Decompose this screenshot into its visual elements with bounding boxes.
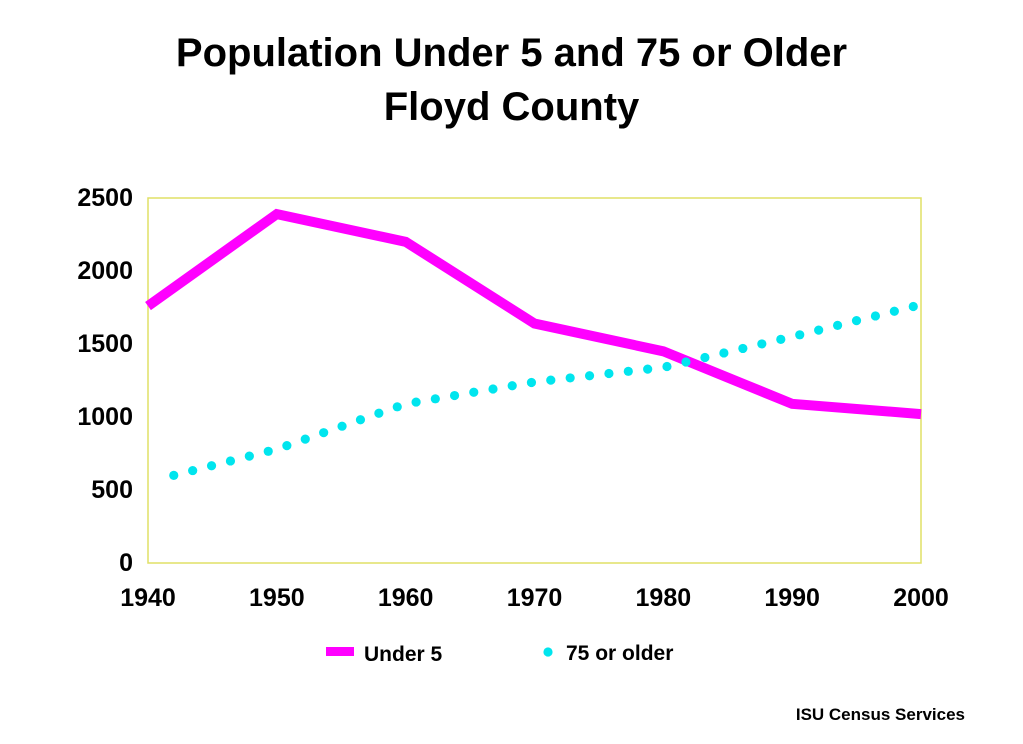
y-tick-label: 2500 (77, 184, 133, 212)
y-tick-label: 2000 (77, 257, 133, 285)
series-line-75-or-older (169, 301, 918, 480)
series-dot (488, 384, 498, 394)
y-tick-label: 1500 (77, 330, 133, 358)
series-dot (392, 402, 402, 412)
series-dot (206, 461, 217, 471)
legend-swatch-75-or-older (543, 647, 553, 657)
series-dot (814, 325, 824, 335)
series-dot (300, 434, 310, 444)
series-dot (795, 330, 805, 340)
series-dot (643, 364, 653, 374)
series-dot (319, 428, 329, 438)
source-credit: ISU Census Services (795, 705, 965, 724)
x-tick-label: 1970 (507, 584, 563, 612)
x-tick-label: 1960 (378, 584, 434, 612)
y-tick-label: 0 (119, 549, 133, 577)
series-dot (719, 348, 729, 358)
x-tick-label: 2000 (893, 584, 949, 612)
series-dot (169, 470, 179, 480)
series-dot (832, 320, 843, 330)
x-axis-ticks: 1940 1950 1960 1970 1980 1990 2000 (120, 584, 949, 612)
series-dot (282, 440, 292, 451)
series-dot (738, 343, 748, 354)
series-dot (870, 311, 881, 321)
series-dot (337, 421, 347, 431)
legend-label-under-5: Under 5 (364, 643, 443, 666)
series-dot (374, 408, 384, 418)
series-dot (584, 371, 595, 381)
series-dot (623, 366, 633, 376)
y-tick-label: 1000 (77, 403, 133, 431)
series-dot (469, 387, 479, 397)
series-dot (681, 357, 691, 367)
chart-title: Population Under 5 and 75 or Older Floyd… (0, 26, 1023, 134)
series-dot (546, 375, 556, 385)
series-dot (430, 394, 440, 404)
series-dot (244, 451, 254, 461)
series-dot (851, 316, 862, 326)
series-dot (449, 390, 460, 401)
series-layer (145, 208, 922, 480)
series-dot (526, 377, 537, 388)
series-dot (355, 415, 366, 425)
series-dot (263, 446, 273, 456)
series-dot (889, 306, 899, 316)
legend: Under 5 75 or older (326, 642, 673, 666)
series-dot (188, 465, 198, 476)
series-dot (908, 301, 918, 312)
legend-swatch-under-5 (326, 647, 354, 656)
chart-title-line1: Population Under 5 and 75 or Older (175, 31, 848, 75)
chart-subtitle: Floyd County (383, 85, 640, 129)
series-dot (565, 373, 575, 383)
series-dot (700, 352, 710, 363)
legend-label-75-or-older: 75 or older (566, 642, 673, 665)
series-line-under-5 (145, 208, 922, 420)
series-dot (225, 456, 236, 466)
series-dot (507, 381, 517, 391)
y-tick-label: 500 (91, 476, 133, 504)
series-dot (757, 339, 767, 349)
y-axis-ticks: 0 500 1000 1500 2000 2500 (77, 184, 133, 577)
series-dot (604, 368, 614, 379)
x-tick-label: 1980 (636, 584, 692, 612)
x-tick-label: 1990 (764, 584, 820, 612)
series-dot (411, 397, 421, 407)
x-tick-label: 1940 (120, 584, 176, 612)
x-tick-label: 1950 (249, 584, 305, 612)
series-dot (776, 334, 786, 345)
series-dot (662, 361, 672, 372)
